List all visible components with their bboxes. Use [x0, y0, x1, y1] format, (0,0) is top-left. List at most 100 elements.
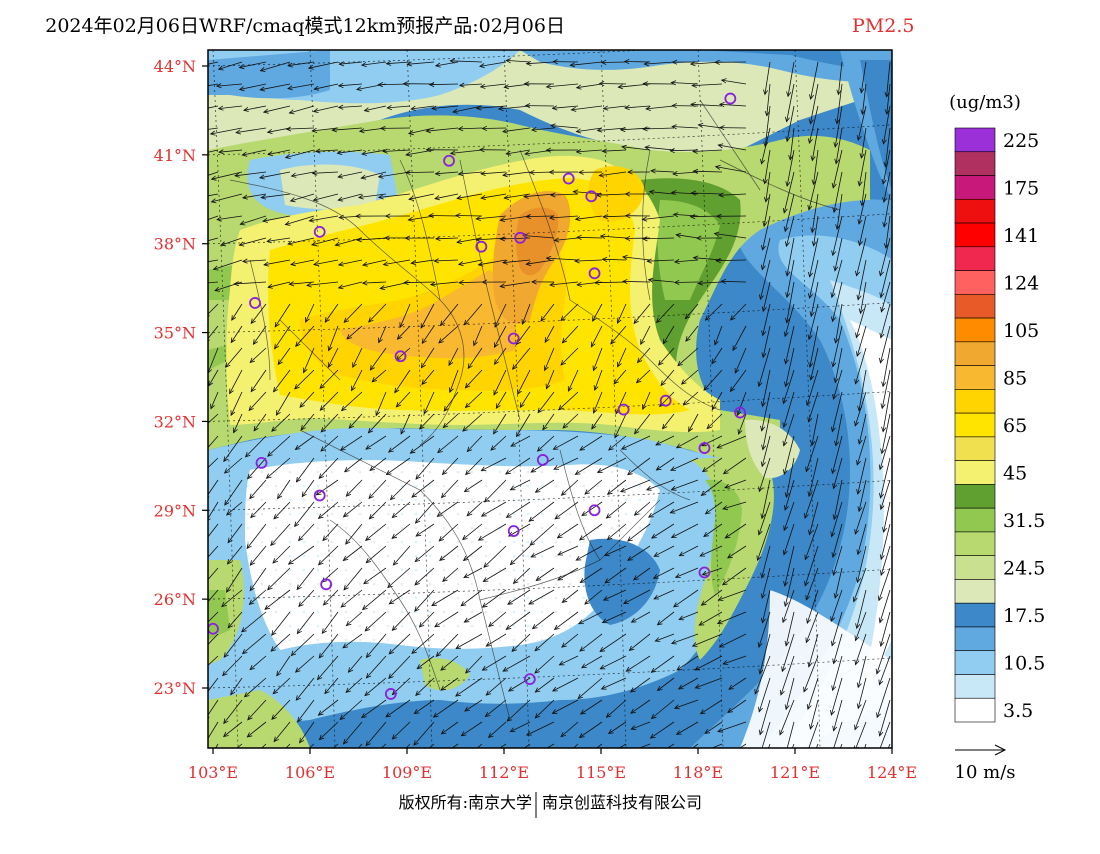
wind-arrowhead [439, 753, 444, 757]
wind-arrow [456, 216, 482, 217]
map-title: 2024年02月06日WRF/cmaq模式12km预报产品:02月06日 [45, 15, 565, 37]
legend-swatch [955, 651, 995, 675]
legend-label: 3.5 [1003, 700, 1033, 722]
wind-arrowhead [347, 756, 352, 761]
wind-arrowhead [220, 757, 225, 762]
legend-swatch [955, 461, 995, 485]
lat-tick-label: 26°N [154, 590, 196, 609]
legend-label: 175 [1003, 177, 1039, 199]
wind-arrowhead [199, 472, 204, 477]
wind-arrowhead [193, 196, 198, 200]
wind-arrowhead [249, 756, 254, 761]
wind-arrowhead [757, 773, 761, 778]
legend-swatch [955, 176, 995, 200]
legend-swatch [955, 698, 995, 722]
wind-arrowhead [196, 630, 201, 635]
legend-label: 10.5 [1003, 653, 1045, 675]
lon-tick-label: 103°E [188, 763, 238, 782]
lon-tick-label: 124°E [867, 763, 917, 782]
lon-tick-label: 109°E [382, 763, 432, 782]
wind-arrow [482, 128, 506, 129]
wind-arrowhead [459, 759, 464, 764]
wind-arrow [757, 744, 770, 778]
legend-swatch [955, 484, 995, 508]
legend-swatch [955, 389, 995, 413]
wind-arrowhead [316, 758, 321, 763]
legend-label: 24.5 [1003, 558, 1045, 580]
wind-arrowhead [200, 668, 205, 673]
lat-tick-label: 38°N [154, 235, 196, 254]
concentration-field [187, 36, 917, 783]
legend-swatch [955, 247, 995, 271]
legend-swatch [955, 271, 995, 295]
legend-label: 31.5 [1003, 510, 1045, 532]
legend-swatch [955, 437, 995, 461]
wind-arrowhead [854, 774, 858, 779]
legend-swatch [955, 152, 995, 176]
wind-arrowhead [512, 752, 517, 756]
legend-swatch [955, 508, 995, 532]
legend-swatch [955, 603, 995, 627]
wind-arrowhead [828, 773, 832, 778]
legend-label: 105 [1003, 320, 1039, 342]
legend-swatch [955, 579, 995, 603]
wind-arrow [625, 62, 650, 63]
legend-label: 141 [1003, 225, 1039, 247]
legend-swatch [955, 318, 995, 342]
copyright-right: 南京创蓝科技有限公司 [542, 793, 702, 812]
wind-arrowhead [484, 754, 489, 758]
lon-tick-label: 106°E [285, 763, 335, 782]
wind-arrow [429, 216, 458, 217]
legend-swatch [955, 199, 995, 223]
legend-label: 85 [1003, 367, 1027, 389]
wind-arrowhead [622, 751, 627, 755]
species-label: PM2.5 [852, 15, 914, 37]
legend-swatch [955, 556, 995, 580]
wind-reference-label: 10 m/s [955, 762, 1016, 783]
legend-unit: (ug/m3) [949, 92, 1021, 113]
wind-arrowhead [196, 281, 201, 285]
legend-label: 65 [1003, 415, 1027, 437]
legend-label: 45 [1003, 463, 1027, 485]
legend-swatch [955, 532, 995, 556]
wind-arrowhead [199, 586, 204, 591]
wind-arrowhead [680, 753, 685, 758]
meridian-line [892, 50, 917, 748]
wind-arrowhead [201, 451, 206, 456]
legend-swatch [955, 674, 995, 698]
wind-arrowhead [196, 652, 201, 657]
legend-swatch [955, 413, 995, 437]
wind-arrowhead [535, 751, 540, 755]
lat-tick-label: 35°N [154, 324, 196, 343]
wind-arrow [829, 744, 842, 778]
wind-arrowhead [201, 606, 206, 611]
legend-swatch [955, 223, 995, 247]
wind-arrowhead [784, 753, 788, 758]
lat-tick-label: 23°N [154, 679, 196, 698]
lat-tick-label: 32°N [154, 412, 196, 431]
wind-arrowhead [187, 130, 192, 134]
lon-tick-label: 121°E [770, 763, 820, 782]
wind-arrowhead [578, 758, 583, 763]
wind-arrow [602, 62, 626, 63]
legend-swatch [955, 366, 995, 390]
wind-arrowhead [371, 752, 376, 757]
legend-label: 225 [1003, 130, 1039, 152]
legend-swatch [955, 128, 995, 152]
wind-arrow [855, 744, 866, 779]
wind-arrowhead [188, 109, 193, 113]
wind-arrowhead [203, 741, 207, 746]
wind-arrowhead [190, 86, 195, 90]
wind-arrowhead [196, 176, 201, 180]
wind-arrowhead [830, 753, 834, 758]
wind-arrowhead [878, 748, 882, 753]
lon-tick-label: 115°E [576, 763, 626, 782]
wind-arrow [600, 84, 626, 85]
wind-arrowhead [649, 756, 654, 760]
wind-reference: 10 m/s [955, 745, 1016, 783]
wind-arrowhead [273, 757, 278, 762]
legend-label: 17.5 [1003, 605, 1045, 627]
